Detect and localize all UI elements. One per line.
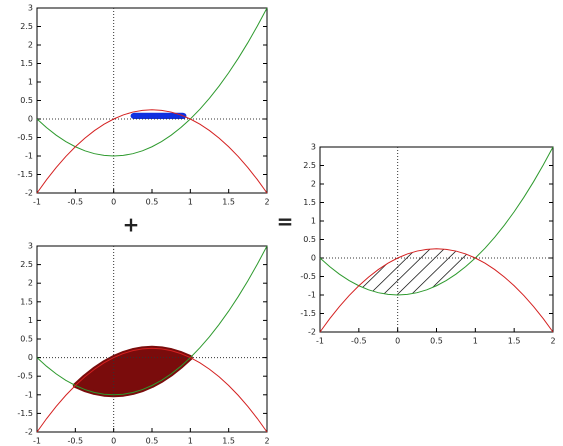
x-tick-label: 0 — [111, 198, 116, 207]
hatch-line — [420, 248, 476, 295]
y-tick-label: -0.5 — [300, 272, 316, 281]
x-tick-label: 1.5 — [222, 198, 235, 207]
hatch-line — [378, 248, 435, 295]
x-tick-label: 0.5 — [146, 198, 159, 207]
x-tick-label: -0.5 — [68, 198, 84, 207]
x-tick-label: -1 — [33, 198, 41, 207]
x-tick-label: 0.5 — [430, 337, 443, 346]
x-tick-label: 2 — [550, 337, 555, 346]
y-tick-label: 1 — [28, 78, 33, 87]
y-tick-label: 2.5 — [303, 161, 316, 170]
y-tick-label: 1 — [311, 217, 316, 226]
curve — [36, 347, 268, 433]
plot: -1 -0.5 0 0.5 1 1.5 2 -2 -1.5 -1 -0.5 0 0.5 1 1.5 2 2.5 3 — [17, 4, 269, 207]
hatch-line — [462, 248, 476, 295]
x-tick-label: 1.5 — [222, 437, 235, 446]
x-tick-label: -0.5 — [351, 337, 367, 346]
curve — [319, 146, 554, 296]
equals-sign: = — [277, 210, 294, 234]
plot: -1 -0.5 0 0.5 1 1.5 2 -2 -1.5 -1 -0.5 0 0.5 1 1.5 2 2.5 3 — [300, 143, 555, 346]
plot: -1 -0.5 0 0.5 1 1.5 2 -2 -1.5 -1 -0.5 0 0.5 1 1.5 2 2.5 3 — [17, 242, 269, 446]
y-tick-label: 2 — [311, 180, 316, 189]
blue-blob — [130, 112, 187, 119]
y-tick-label: -1 — [308, 291, 316, 300]
y-tick-label: -1.5 — [17, 170, 33, 179]
y-tick-label: 2.5 — [20, 22, 33, 31]
hatch-line — [448, 248, 476, 295]
hatching — [358, 245, 532, 299]
filled-region — [72, 345, 193, 398]
y-tick-label: 3 — [311, 143, 316, 152]
hatch-line — [392, 248, 449, 295]
x-tick-label: 0 — [111, 437, 116, 446]
x-tick-label: 2 — [264, 437, 269, 446]
x-tick-label: 2 — [264, 198, 269, 207]
y-tick-label: 0.5 — [20, 335, 33, 344]
x-tick-label: 1 — [188, 437, 193, 446]
y-tick-label: 0 — [311, 254, 316, 263]
curve — [36, 109, 268, 194]
y-tick-label: 3 — [28, 242, 33, 251]
hatch-line — [364, 248, 421, 295]
y-tick-label: 2.5 — [20, 260, 33, 269]
y-tick-label: 1.5 — [303, 198, 316, 207]
y-tick-label: -1.5 — [17, 409, 33, 418]
x-tick-label: 0.5 — [146, 437, 159, 446]
y-tick-label: -0.5 — [17, 372, 33, 381]
hatch-line — [406, 248, 463, 295]
y-tick-label: 2 — [28, 279, 33, 288]
x-tick-label: 1.5 — [508, 337, 521, 346]
y-tick-label: -2 — [308, 328, 316, 337]
frame — [36, 7, 268, 194]
y-tick-label: -0.5 — [17, 133, 33, 142]
x-tick-label: 1 — [188, 198, 193, 207]
x-tick-label: -1 — [316, 337, 324, 346]
y-tick-label: 1.5 — [20, 59, 33, 68]
y-tick-label: -1.5 — [300, 309, 316, 318]
y-tick-label: 3 — [28, 4, 33, 13]
plus-sign: + — [123, 213, 140, 237]
curve — [319, 248, 554, 333]
x-tick-label: 0 — [395, 337, 400, 346]
y-tick-label: -1 — [25, 152, 33, 161]
curve — [36, 7, 268, 157]
y-tick-label: -2 — [25, 428, 33, 437]
frame — [36, 245, 268, 433]
y-tick-label: 1 — [28, 316, 33, 325]
y-tick-label: -2 — [25, 189, 33, 198]
y-tick-label: 0.5 — [303, 235, 316, 244]
y-tick-label: 2 — [28, 41, 33, 50]
x-tick-label: 1 — [473, 337, 478, 346]
x-tick-label: -1 — [33, 437, 41, 446]
hatch-line — [358, 248, 407, 295]
y-tick-label: 0 — [28, 353, 33, 362]
y-tick-label: 0.5 — [20, 96, 33, 105]
x-tick-label: -0.5 — [68, 437, 84, 446]
y-tick-label: -1 — [25, 390, 33, 399]
hatch-line — [477, 245, 532, 299]
frame — [319, 146, 554, 333]
y-tick-label: 0 — [28, 115, 33, 124]
y-tick-label: 1.5 — [20, 297, 33, 306]
